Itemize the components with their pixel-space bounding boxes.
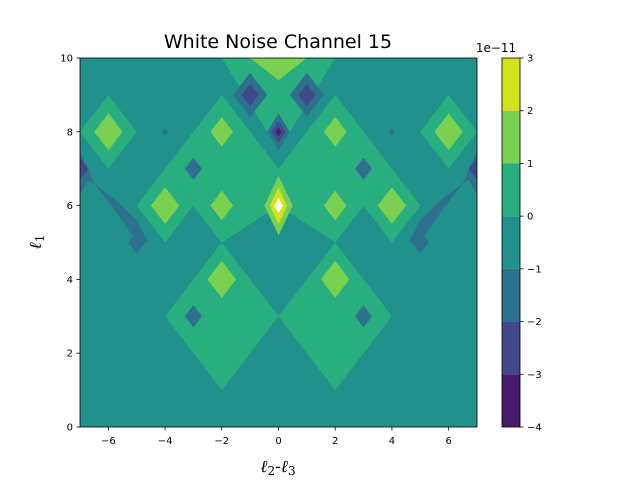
colorbar-tick-label: 3 [527, 54, 533, 65]
colorbar-segment [502, 216, 520, 269]
colorbar-segment [502, 110, 520, 164]
x-tick-label: 0 [275, 436, 281, 447]
contour-region [274, 198, 283, 213]
colorbar-segment [502, 163, 520, 217]
colorbar-tick-label: 0 [527, 212, 533, 223]
x-tick-label: 2 [332, 436, 338, 447]
contour-region [162, 128, 168, 136]
contour-region [80, 150, 149, 243]
y-tick-label: 4 [67, 275, 73, 286]
x-tick-label: 6 [445, 436, 451, 447]
contour-region [241, 83, 259, 106]
y-tick-label: 0 [67, 423, 73, 434]
x-axis: −6 −4 −2 0 2 4 6 [101, 427, 452, 447]
y-tick-label: 6 [67, 201, 73, 212]
y-tick-label: 8 [67, 127, 73, 138]
contour-region [207, 260, 236, 298]
colorbar-frame [501, 57, 521, 428]
contour-region [377, 187, 407, 224]
colorbar-tick-label: 2 [527, 106, 533, 117]
colorbar-segment [502, 268, 520, 322]
contour-region [210, 117, 234, 147]
contour-region [128, 231, 146, 254]
colorbar-segment [502, 58, 520, 111]
contour-region [298, 83, 316, 106]
colorbar-exponent-label: 1e−11 [476, 41, 516, 55]
contour-region [321, 260, 350, 298]
contour-region [468, 157, 477, 180]
contour-region [80, 157, 89, 180]
contour-region [408, 150, 477, 243]
contour-region [411, 231, 429, 254]
contour-region [323, 117, 347, 147]
contour-region [389, 128, 395, 136]
contour-region [355, 305, 373, 328]
x-tick-label: −2 [214, 436, 229, 447]
contour-region [434, 113, 463, 151]
contour-region [94, 113, 123, 151]
plot-area [79, 57, 478, 428]
colorbar-segment [502, 374, 520, 427]
y-axis-label: ℓ1 [26, 235, 47, 250]
y-tick-label: 10 [60, 54, 73, 65]
y-tick-label: 2 [67, 349, 73, 360]
colorbar-tick-label: −1 [527, 264, 542, 275]
colorbar-tick-label: 1 [527, 159, 533, 170]
contour-region [221, 205, 336, 317]
contour-region [323, 190, 347, 221]
contour-region [150, 187, 180, 224]
x-tick-label: −6 [101, 436, 116, 447]
contour-region [184, 305, 202, 328]
chart-title: White Noise Channel 15 [164, 31, 392, 53]
contour-region [184, 157, 202, 180]
contour-region [250, 58, 307, 81]
contour-region [210, 190, 234, 221]
colorbar-segment [502, 321, 520, 375]
colorbar-tick-label: −3 [527, 370, 542, 381]
contour-region [275, 127, 282, 137]
y-axis: 0 2 4 6 8 10 [60, 54, 80, 434]
contour-region [355, 157, 373, 180]
x-tick-label: −4 [158, 436, 173, 447]
x-tick-label: 4 [389, 436, 395, 447]
colorbar: −4 −3 −2 −1 0 1 2 3 [501, 54, 542, 434]
colorbar-tick-label: −2 [527, 317, 542, 328]
colorbar-tick-label: −4 [527, 423, 542, 434]
x-axis-label: ℓ2-ℓ3 [260, 457, 295, 478]
